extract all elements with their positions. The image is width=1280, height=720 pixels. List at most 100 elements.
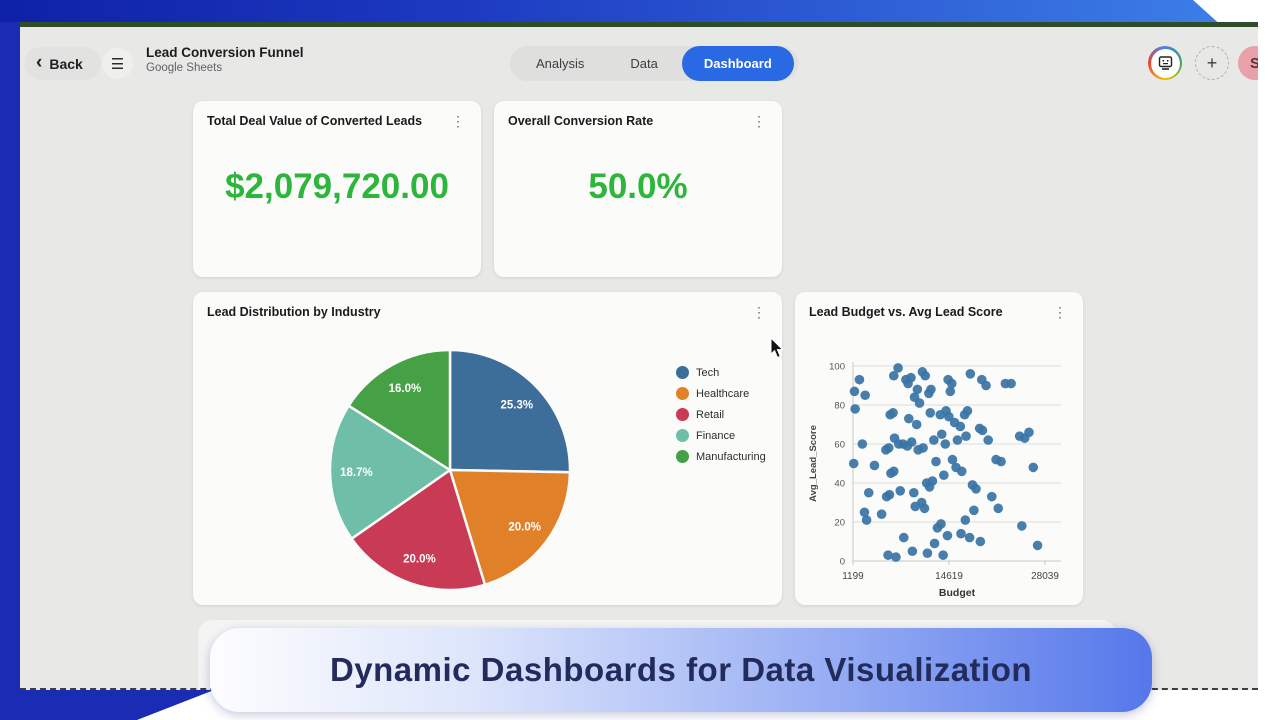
scatter-point [965,369,976,379]
scatter-point [911,419,922,430]
legend-dot-icon [676,408,689,421]
scatter-point [850,404,860,414]
scatter-point [876,509,887,519]
legend-item-retail[interactable]: Retail [676,408,766,421]
kebab-menu-icon[interactable]: ⋮ [1053,304,1067,320]
legend-item-manufacturing[interactable]: Manufacturing [676,450,766,463]
kpi-card-conversion-rate: Overall Conversion Rate ⋮ 50.0% [494,101,782,277]
avatar-initial: S [1249,54,1258,72]
pie-slice-healthcare[interactable] [448,468,572,587]
y-tick-label: 80 [834,401,845,412]
pie-chart-card: Lead Distribution by Industry ⋮ 25.3% 20.… [193,292,782,605]
scatter-point [869,460,880,471]
scatter-point [863,487,874,498]
window-top-accent-line [20,22,1262,27]
assistant-button[interactable] [1148,46,1182,80]
scatter-point [1024,427,1034,438]
scatter-point [993,503,1004,514]
legend-item-tech[interactable]: Tech [676,366,766,379]
y-tick-label: 40 [834,479,845,490]
user-avatar[interactable]: S [1238,46,1258,80]
scatter-point [907,546,918,557]
scatter-point [861,515,872,525]
pie-slice-finance[interactable] [328,403,453,541]
x-tick-label: 14619 [935,571,963,582]
pie-slice-retail[interactable] [349,467,487,592]
pie-slice-tech[interactable] [448,348,572,474]
scatter-point [922,548,933,558]
robot-face-icon [1150,48,1180,78]
pie-slice-label: 16.0% [389,383,422,395]
menu-button[interactable]: ☰ [102,48,133,79]
y-tick-label: 60 [834,440,845,451]
pie-slice-manufacturing[interactable] [346,348,452,473]
scatter-chart-card: Lead Budget vs. Avg Lead Score ⋮ 0 20 40 60… [795,292,1083,605]
kebab-menu-icon[interactable]: ⋮ [752,113,766,129]
kpi-title: Total Deal Value of Converted Leads [207,114,423,128]
pie-slice-label: 20.0% [403,553,436,565]
scatter-point [898,532,909,543]
page-subtitle: Google Sheets [146,62,223,74]
scatter-point [936,519,946,529]
scatter-point [895,486,906,496]
scatter-point [946,378,957,389]
tab-dashboard[interactable]: Dashboard [681,46,794,81]
scatter-point [888,466,899,477]
scatter-point [888,370,899,381]
kebab-menu-icon[interactable]: ⋮ [451,113,465,129]
x-axis-label: Budget [939,587,976,599]
pie-slice-label: 20.0% [508,521,541,533]
scatter-point [1017,521,1027,531]
frame-top-bar [0,0,1280,22]
legend-dot-icon [676,366,689,379]
tab-group: Analysis Data Dashboard [510,46,798,81]
y-tick-label: 100 [829,362,845,373]
tab-analysis[interactable]: Analysis [536,56,585,71]
scatter-point [962,406,973,416]
document-title-block: Lead Conversion Funnel Google Sheets [146,45,304,74]
scatter-point [955,421,966,432]
scatter-point [977,425,988,436]
scatter-point [919,503,930,514]
legend-item-finance[interactable]: Finance [676,429,766,442]
pie-slice-label: 25.3% [501,399,534,411]
legend-dot-icon [676,429,689,442]
chart-title: Lead Budget vs. Avg Lead Score [809,305,1003,319]
app-window: ‹ Back ☰ Lead Conversion Funnel Google S… [20,27,1258,690]
legend-label: Healthcare [696,387,750,400]
tab-data[interactable]: Data [630,56,658,71]
scatter-point [912,384,923,395]
back-chevron-icon: ‹ [36,52,43,73]
scatter-point [904,413,914,424]
scatter-point [884,489,895,500]
legend-item-healthcare[interactable]: Healthcare [676,387,766,400]
caption-text: Dynamic Dashboards for Data Visualizatio… [329,651,1033,688]
scatter-point [956,528,966,539]
scatter-point [918,443,928,453]
y-axis-label: Avg_Lead_Score [808,425,819,502]
y-tick-label: 20 [834,518,845,529]
scatter-point [914,398,925,408]
legend-label: Retail [696,408,725,421]
scatter-point [888,408,898,418]
frame-left-strip [0,0,20,690]
scatter-point [931,456,941,467]
scatter-point [920,370,931,381]
hamburger-icon: ☰ [110,55,125,73]
mouse-cursor [770,338,784,359]
scatter-point [936,429,947,440]
kebab-menu-icon[interactable]: ⋮ [752,304,766,320]
add-button[interactable]: + [1195,46,1229,80]
scatter-point [945,386,956,397]
scatter-point [964,532,975,543]
kpi-value: 50.0% [588,167,688,206]
scatter-point [860,390,870,401]
scatter-point [940,439,951,449]
scatter-point [1028,462,1039,473]
back-button[interactable]: ‹ Back [24,47,101,80]
scatter-point [960,515,971,525]
scatter-point [848,458,859,469]
scatter-point [975,536,986,547]
pie-chart: 25.3% 20.0% 20.0% 18.7% 16.0% [328,348,572,592]
scatter-point [1032,540,1043,551]
